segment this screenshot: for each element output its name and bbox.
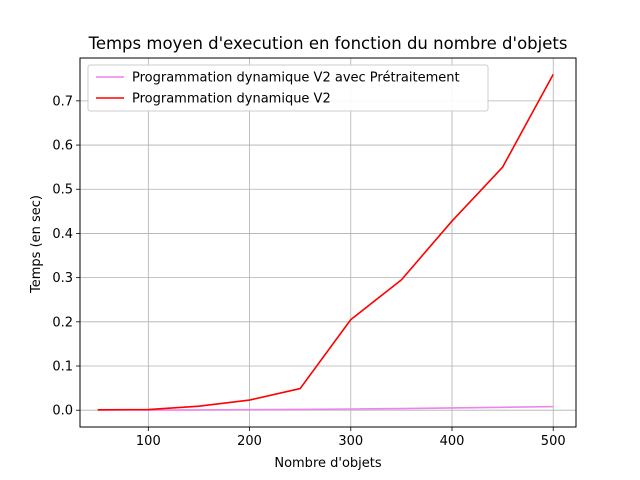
- x-tick-label: 300: [338, 434, 363, 449]
- x-tick-label: 400: [440, 434, 465, 449]
- legend-box: [87, 64, 489, 112]
- x-tick-label: 500: [541, 434, 566, 449]
- y-tick-label: 0.7: [52, 94, 73, 109]
- y-tick-label: 0.3: [52, 271, 73, 286]
- y-tick-label: 0.2: [52, 315, 73, 330]
- y-axis-ticks: 0.0 0.1 0.2 0.3 0.4 0.5 0.6 0.7: [52, 94, 80, 419]
- x-axis-ticks: 100 200 300 400 500: [136, 427, 566, 449]
- x-tick-label: 200: [237, 434, 262, 449]
- y-tick-label: 0.5: [52, 183, 73, 198]
- grid: [80, 58, 576, 427]
- series-group: [97, 73, 554, 411]
- y-tick-label: 0.0: [52, 404, 73, 419]
- legend-entry-label: Programmation dynamique V2: [132, 92, 331, 107]
- series-line-1: [97, 405, 554, 411]
- y-tick-label: 0.4: [52, 227, 73, 242]
- y-tick-label: 0.6: [52, 139, 73, 154]
- x-axis-label: Nombre d'objets: [274, 456, 382, 471]
- legend: Programmation dynamique V2 avec Prétrait…: [87, 64, 489, 112]
- x-tick-label: 100: [136, 434, 161, 449]
- chart-title: Temps moyen d'execution en fonction du n…: [88, 34, 568, 53]
- axes-frame: [79, 57, 577, 428]
- legend-entry-label: Programmation dynamique V2 avec Prétrait…: [132, 71, 460, 86]
- y-axis-label: Temps (en sec): [29, 195, 44, 294]
- series-line-2: [97, 73, 554, 411]
- y-tick-label: 0.1: [52, 360, 73, 375]
